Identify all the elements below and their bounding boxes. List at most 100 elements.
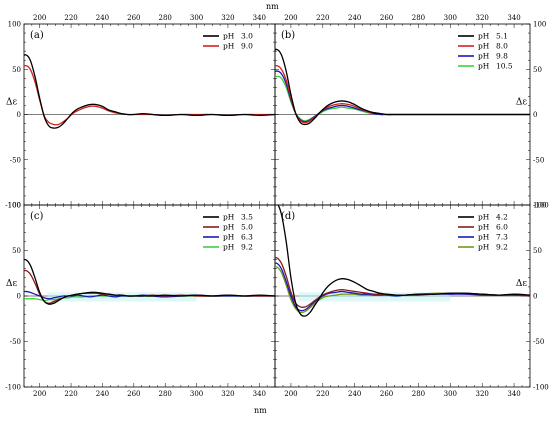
legend-value: 9.2 — [496, 243, 508, 252]
x-tick-label-bottom: 200 — [284, 390, 297, 398]
x-tick-label-bottom: 220 — [316, 390, 329, 398]
series-line-ph-7.3 — [275, 262, 530, 312]
y-tick-label-left: 100 — [8, 21, 21, 29]
x-tick-label-top: 220 — [64, 14, 77, 22]
legend-label: pH — [223, 233, 235, 242]
legend-label: pH — [478, 42, 490, 51]
series-line-ph-3.5 — [24, 258, 275, 305]
y-tick-label-left: -100 — [5, 384, 21, 392]
baseline-noise-band — [47, 292, 197, 302]
legend-label: pH — [223, 42, 235, 51]
y-tick-label-right: -100 — [533, 202, 549, 210]
legend-label: pH — [223, 243, 235, 252]
x-tick-label-bottom: 260 — [127, 390, 140, 398]
x-tick-label-top: 240 — [348, 14, 361, 22]
y-tick-label-left: -100 — [5, 202, 21, 210]
x-tick-label-bottom: 240 — [348, 390, 361, 398]
x-tick-label-bottom: 340 — [253, 390, 266, 398]
y-tick-label-left: 0 — [17, 111, 21, 119]
x-unit-top: nm — [266, 2, 279, 11]
series-line-ph-4.2 — [277, 205, 530, 317]
series-group — [24, 54, 275, 129]
legend-value: 10.5 — [496, 62, 513, 71]
legend-label: pH — [478, 233, 490, 242]
y-axis-label: Δε — [6, 279, 17, 289]
y-tick-label-right: 100 — [533, 21, 546, 29]
panels-group: 200 220 240 260 280 300 320 340 100 50 0 -50 -100 Δε (… — [5, 14, 548, 398]
legend-value: 6.3 — [241, 233, 253, 242]
legend-value: 3.5 — [241, 213, 253, 222]
legend-value: 9.0 — [241, 42, 253, 51]
legend-label: pH — [478, 223, 490, 232]
x-tick-label-top: 320 — [221, 14, 234, 22]
panel-label: (a) — [30, 30, 44, 41]
y-tick-label-right: 0 — [533, 111, 537, 119]
x-tick-label-top: 200 — [33, 14, 46, 22]
legend-value: 5.1 — [496, 32, 508, 41]
legend-label: pH — [223, 32, 235, 41]
x-tick-label-top: 300 — [190, 14, 203, 22]
legend-label: pH — [478, 243, 490, 252]
legend-label: pH — [478, 213, 490, 222]
y-tick-label-left: 50 — [12, 247, 21, 255]
x-tick-label-bottom: 240 — [96, 390, 109, 398]
panel-3: 200 220 240 260 280 300 320 340 100 50 0 -50 -100 Δε (… — [5, 202, 276, 398]
y-tick-label-right: -100 — [533, 384, 549, 392]
y-axis-label: Δε — [516, 279, 527, 289]
legend-label: pH — [478, 32, 490, 41]
x-tick-label-bottom: 220 — [64, 390, 77, 398]
series-line-ph-5.1 — [275, 48, 530, 126]
x-tick-label-top: 280 — [159, 14, 172, 22]
x-tick-label-bottom: 280 — [412, 390, 425, 398]
legend-value: 7.3 — [496, 233, 508, 242]
x-tick-label-bottom: 300 — [444, 390, 457, 398]
x-tick-label-top: 300 — [444, 14, 457, 22]
legend-value: 4.2 — [496, 213, 508, 222]
panel-label: (d) — [281, 211, 295, 222]
y-tick-label-left: 0 — [17, 293, 21, 301]
y-tick-label-right: -50 — [533, 338, 544, 346]
y-tick-label-left: 50 — [12, 66, 21, 74]
series-group — [275, 205, 530, 317]
x-tick-label-bottom: 280 — [159, 390, 172, 398]
x-tick-label-bottom: 320 — [221, 390, 234, 398]
x-tick-label-top: 240 — [96, 14, 109, 22]
legend-label: pH — [223, 223, 235, 232]
x-unit-bottom: nm — [254, 406, 267, 415]
legend-value: 9.2 — [241, 243, 253, 252]
legend-value: 8.0 — [496, 42, 508, 51]
series-line-ph-3.0 — [24, 54, 275, 129]
legend-label: pH — [223, 213, 235, 222]
legend-label: pH — [478, 62, 490, 71]
panel-4: 200 220 240 260 280 300 320 340 100 50 0 -50 -100 Δε (… — [274, 202, 549, 398]
x-tick-label-top: 220 — [316, 14, 329, 22]
baseline-noise-band — [298, 292, 451, 302]
panel-1: 200 220 240 260 280 300 320 340 100 50 0 -50 -100 Δε (… — [5, 14, 276, 210]
x-tick-label-top: 340 — [253, 14, 266, 22]
x-tick-label-top: 340 — [507, 14, 520, 22]
y-tick-label-right: 50 — [533, 66, 542, 74]
legend-value: 9.8 — [496, 52, 508, 61]
y-tick-label-right: 50 — [533, 247, 542, 255]
y-tick-label-left: -50 — [10, 156, 21, 164]
x-tick-label-top: 320 — [476, 14, 489, 22]
x-tick-label-bottom: 260 — [380, 390, 393, 398]
x-tick-label-top: 280 — [412, 14, 425, 22]
x-tick-label-top: 260 — [380, 14, 393, 22]
x-tick-label-bottom: 200 — [33, 390, 46, 398]
x-tick-label-top: 200 — [284, 14, 297, 22]
legend-label: pH — [478, 52, 490, 61]
x-tick-label-bottom: 300 — [190, 390, 203, 398]
y-axis-label: Δε — [516, 98, 527, 108]
y-tick-label-left: 100 — [8, 202, 21, 210]
series-group — [24, 258, 275, 305]
x-tick-label-bottom: 340 — [507, 390, 520, 398]
legend-value: 5.0 — [241, 223, 253, 232]
panel-label: (c) — [30, 211, 44, 222]
panel-2: 200 220 240 260 280 300 320 340 100 50 0 -50 -100 Δε (… — [274, 14, 549, 210]
x-tick-label-bottom: 320 — [476, 390, 489, 398]
y-tick-label-right: -50 — [533, 156, 544, 164]
y-tick-label-right: 100 — [533, 202, 546, 210]
